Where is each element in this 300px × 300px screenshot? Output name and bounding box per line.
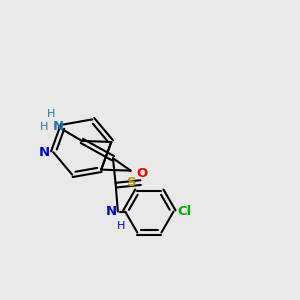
Text: H: H <box>117 221 125 231</box>
Text: Cl: Cl <box>177 205 191 218</box>
Text: S: S <box>127 176 137 189</box>
Text: O: O <box>136 167 148 180</box>
Text: N: N <box>105 205 116 218</box>
Text: H: H <box>40 122 48 132</box>
Text: H: H <box>47 109 56 119</box>
Text: N: N <box>52 120 63 133</box>
Text: N: N <box>39 146 50 159</box>
